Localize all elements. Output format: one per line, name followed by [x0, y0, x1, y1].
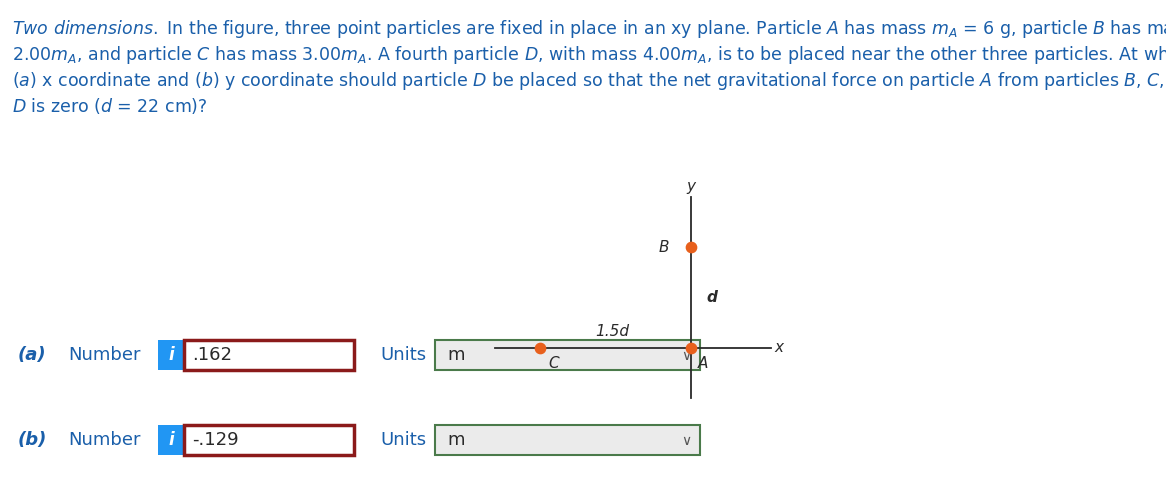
Text: 2.00$m_A$, and particle $\it{C}$ has mass 3.00$m_A$. A fourth particle $\it{D}$,: 2.00$m_A$, and particle $\it{C}$ has mas…	[12, 44, 1166, 66]
Text: Units: Units	[380, 346, 426, 364]
Text: B: B	[658, 240, 668, 254]
Text: Number: Number	[68, 431, 140, 449]
Text: 1.5d: 1.5d	[596, 324, 630, 338]
FancyBboxPatch shape	[159, 425, 184, 455]
FancyBboxPatch shape	[435, 340, 700, 370]
Text: i: i	[168, 346, 174, 364]
Text: A: A	[697, 356, 708, 371]
Text: $\it{(a)}$ x coordinate and $\it{(b)}$ y coordinate should particle $\it{D}$ be : $\it{(a)}$ x coordinate and $\it{(b)}$ y…	[12, 70, 1166, 92]
FancyBboxPatch shape	[435, 425, 700, 455]
FancyBboxPatch shape	[184, 425, 354, 455]
Point	[531, 344, 549, 352]
Text: m: m	[447, 346, 464, 364]
FancyBboxPatch shape	[159, 340, 184, 370]
Point	[681, 344, 700, 352]
Text: .162: .162	[192, 346, 232, 364]
Text: i: i	[168, 431, 174, 449]
FancyBboxPatch shape	[184, 340, 354, 370]
Text: (b): (b)	[17, 431, 48, 449]
Text: x: x	[774, 340, 784, 355]
Text: m: m	[447, 431, 464, 449]
Text: Number: Number	[68, 346, 140, 364]
Text: d: d	[707, 290, 718, 305]
Text: Units: Units	[380, 431, 426, 449]
Text: y: y	[687, 179, 695, 194]
Text: $\it{Two\ dimensions.}$ In the figure, three point particles are fixed in place : $\it{Two\ dimensions.}$ In the figure, t…	[12, 18, 1166, 40]
Text: C: C	[548, 356, 559, 371]
Text: -.129: -.129	[192, 431, 239, 449]
Text: ∨: ∨	[681, 434, 691, 448]
Text: ∨: ∨	[681, 349, 691, 363]
Text: (a): (a)	[17, 346, 47, 364]
Text: $\it{D}$ is zero ($\it{d}$ = 22 cm)?: $\it{D}$ is zero ($\it{d}$ = 22 cm)?	[12, 96, 208, 116]
Point	[681, 243, 700, 251]
